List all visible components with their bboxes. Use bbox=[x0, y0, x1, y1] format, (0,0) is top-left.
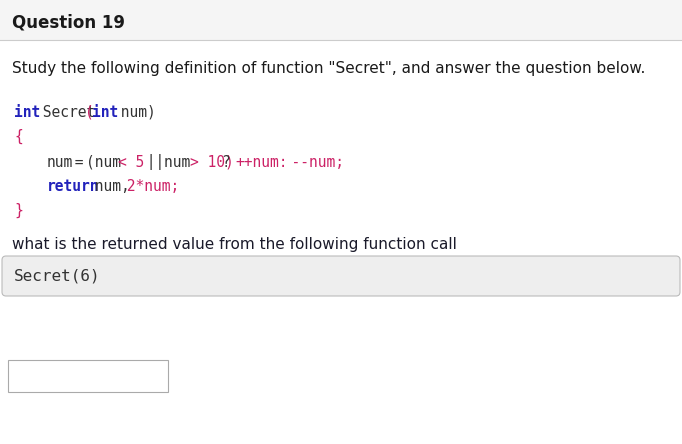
Text: (num: (num bbox=[85, 155, 130, 170]
Text: what is the returned value from the following function call: what is the returned value from the foll… bbox=[12, 237, 457, 251]
Text: < 5: < 5 bbox=[118, 155, 145, 170]
Text: num,: num, bbox=[85, 178, 130, 194]
FancyBboxPatch shape bbox=[2, 256, 680, 296]
Text: num): num) bbox=[111, 104, 155, 119]
Text: Question 19: Question 19 bbox=[12, 13, 125, 31]
Bar bbox=[0, 0, 682, 40]
Text: int: int bbox=[92, 104, 118, 119]
Text: ||: || bbox=[138, 154, 173, 170]
Text: Secret(6): Secret(6) bbox=[14, 269, 101, 284]
Text: ++num:: ++num: bbox=[235, 155, 288, 170]
Text: num: num bbox=[46, 155, 73, 170]
Text: return: return bbox=[46, 178, 99, 194]
Text: 2*num;: 2*num; bbox=[118, 178, 179, 194]
Text: > 10): > 10) bbox=[190, 155, 233, 170]
Text: Study the following definition of function "Secret", and answer the question bel: Study the following definition of functi… bbox=[12, 60, 645, 75]
Text: --num;: --num; bbox=[274, 155, 344, 170]
Text: Secret: Secret bbox=[33, 104, 104, 119]
Text: {: { bbox=[14, 128, 23, 143]
Text: (: ( bbox=[85, 104, 94, 119]
Text: ?: ? bbox=[222, 155, 239, 170]
Bar bbox=[8, 360, 168, 392]
Text: int: int bbox=[14, 104, 40, 119]
Text: }: } bbox=[14, 202, 23, 218]
Text: num: num bbox=[164, 155, 198, 170]
Text: =: = bbox=[66, 155, 92, 170]
